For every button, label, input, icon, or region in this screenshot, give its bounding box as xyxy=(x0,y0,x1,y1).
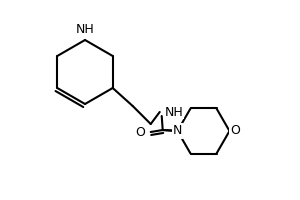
Text: NH: NH xyxy=(76,23,94,36)
Text: O: O xyxy=(230,124,240,138)
Text: O: O xyxy=(135,126,145,138)
Text: NH: NH xyxy=(165,106,184,118)
Text: N: N xyxy=(173,124,182,138)
